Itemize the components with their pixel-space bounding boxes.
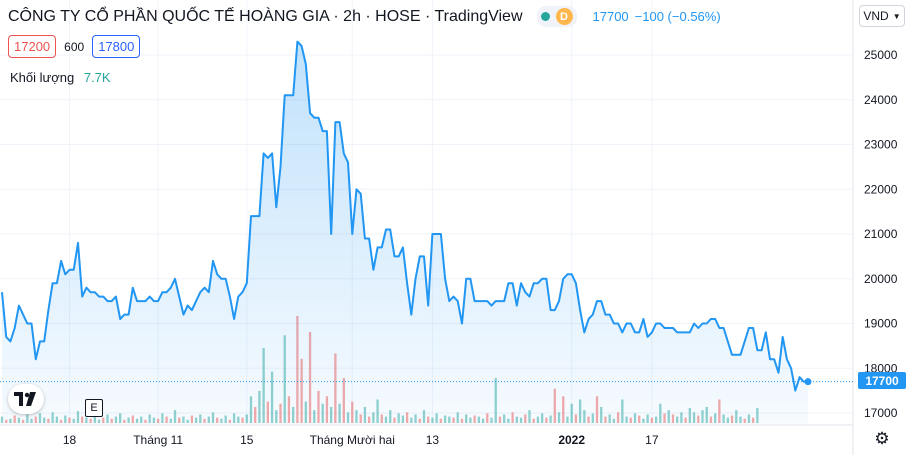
tradingview-logo-icon[interactable] xyxy=(8,384,44,414)
x-tick-label: Tháng Mười hai xyxy=(310,433,395,447)
last-price-tag: 17700 xyxy=(858,372,906,389)
symbol-title: CÔNG TY CỔ PHẦN QUỐC TẾ HOÀNG GIA · 2h ·… xyxy=(8,7,523,25)
delayed-data-badge: D xyxy=(555,8,573,25)
y-tick-label: 19000 xyxy=(864,317,898,331)
price-area xyxy=(2,41,808,424)
y-tick-label: 20000 xyxy=(864,272,898,286)
buy-price-button[interactable]: 17800 xyxy=(92,35,141,58)
quote-row: 17200 600 17800 xyxy=(8,35,141,58)
spread-value: 600 xyxy=(64,39,85,54)
earnings-marker[interactable]: E xyxy=(85,399,103,417)
y-tick-label: 23000 xyxy=(864,138,898,152)
chevron-down-icon: ▼ xyxy=(892,11,901,21)
y-tick-label: 17000 xyxy=(864,406,898,420)
x-tick-label: 13 xyxy=(426,433,440,447)
y-tick-label: 18000 xyxy=(864,361,898,375)
market-status[interactable]: D xyxy=(536,6,577,27)
volume-value: 7.7K xyxy=(83,70,111,85)
chart-header: CÔNG TY CỔ PHẦN QUỐC TẾ HOÀNG GIA · 2h ·… xyxy=(8,6,721,27)
market-open-dot-icon xyxy=(540,12,550,21)
currency-selector[interactable]: VND ▼ xyxy=(859,5,905,27)
price-line xyxy=(1,40,808,392)
x-tick-label: 15 xyxy=(240,433,254,447)
volume-legend: Khối lượng 7.7K xyxy=(10,70,111,85)
y-tick-label: 25000 xyxy=(864,48,898,62)
gear-icon[interactable]: ⚙ xyxy=(874,429,890,448)
x-tick-label: 2022 xyxy=(558,433,585,447)
y-tick-label: 22000 xyxy=(864,182,898,196)
volume-label: Khối lượng xyxy=(10,70,75,85)
price-change: −100 (−0.56%) xyxy=(634,9,721,24)
y-tick-label: 24000 xyxy=(864,93,898,107)
sell-price-button[interactable]: 17200 xyxy=(8,35,57,58)
x-tick-label: Tháng 11 xyxy=(133,433,183,447)
x-tick-label: 18 xyxy=(63,433,77,447)
last-price-point xyxy=(804,378,812,386)
x-tick-label: 17 xyxy=(645,433,659,447)
y-tick-label: 21000 xyxy=(864,227,898,241)
last-price: 17700 xyxy=(592,9,629,24)
currency-label: VND xyxy=(863,9,889,23)
